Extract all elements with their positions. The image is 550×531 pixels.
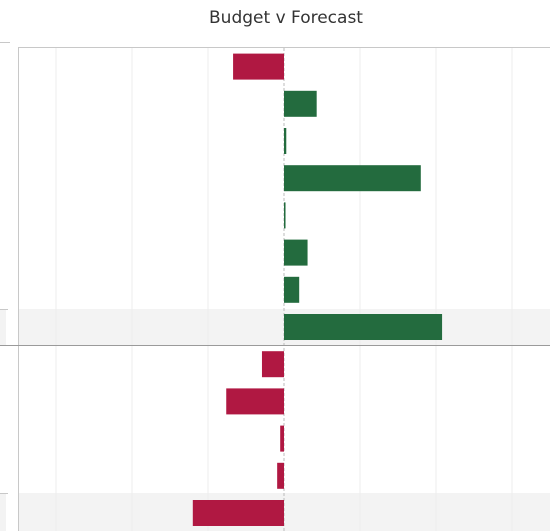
chart-title: Budget v Forecast bbox=[209, 8, 363, 28]
bar bbox=[284, 276, 300, 303]
bar bbox=[226, 388, 284, 415]
bar bbox=[284, 90, 317, 117]
bar bbox=[261, 351, 284, 378]
bar bbox=[233, 53, 284, 80]
bar bbox=[284, 239, 308, 266]
bar bbox=[192, 500, 284, 526]
bar bbox=[280, 425, 284, 452]
header-highlight bbox=[0, 493, 6, 531]
bar bbox=[284, 314, 443, 340]
bar bbox=[284, 165, 421, 192]
bars bbox=[192, 53, 443, 526]
bar bbox=[277, 462, 284, 489]
bar bbox=[284, 202, 286, 229]
bar bbox=[284, 128, 287, 154]
header-highlight bbox=[0, 309, 6, 345]
